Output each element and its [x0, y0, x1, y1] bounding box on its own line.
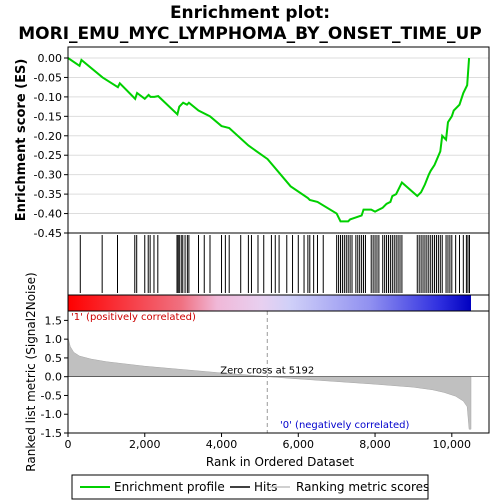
zero-cross-label: Zero cross at 5192: [220, 366, 314, 377]
metric-y-tick-label: 1.0: [45, 333, 63, 346]
es-y-tick-label: -0.25: [34, 149, 62, 162]
hits-panel: [67, 232, 490, 296]
es-y-axis-label: Enrichment score (ES): [14, 59, 29, 222]
metric-x-axis-ticks: 0 2,000 4,000 6,000 8,000 10,000: [65, 433, 472, 451]
hits-panel-frame: [67, 232, 490, 296]
es-y-tick-label: -0.40: [34, 208, 62, 221]
negative-correlation-label: '0' (negatively correlated): [280, 420, 409, 431]
metric-y-tick-label: -0.5: [41, 389, 62, 402]
ranked-metric-panel: Zero cross at 5192 '1' (positively corre…: [24, 272, 490, 472]
x-axis-label: Rank in Ordered Dataset: [206, 455, 354, 469]
metric-y-tick-label: -1.5: [41, 427, 62, 440]
enrichment-profile-line: [67, 57, 471, 223]
es-y-tick-label: 0.00: [38, 52, 63, 65]
ranked-metric-area: [67, 337, 472, 430]
x-tick-label: 0: [65, 438, 72, 451]
metric-y-tick-label: -1.0: [41, 408, 62, 421]
metric-y-tick-label: 0.0: [45, 371, 63, 384]
metric-y-axis-ticks: 1.5 1.0 0.5 0.0 -0.5 -1.0 -1.5: [41, 314, 68, 440]
es-y-tick-label: -0.45: [34, 227, 62, 240]
rank-gradient: [68, 295, 471, 311]
legend: Enrichment profile Hits Ranking metric s…: [71, 474, 429, 500]
metric-y-tick-label: 1.5: [45, 314, 63, 327]
x-tick-label: 10,000: [433, 438, 472, 451]
legend-label-hits: Hits: [254, 480, 277, 494]
es-y-tick-label: -0.10: [34, 91, 62, 104]
es-y-tick-label: -0.15: [34, 110, 62, 123]
metric-y-axis-label: Ranked list metric (Signal2Noise): [24, 272, 38, 471]
positive-correlation-label: '1' (positively correlated): [71, 312, 196, 323]
es-y-tick-label: -0.05: [34, 71, 62, 84]
es-y-axis-ticks: 0.00 -0.05 -0.10 -0.15 -0.20 -0.25 -0.30 -0.35 -…: [34, 52, 68, 240]
metric-panel-frame: [67, 310, 490, 434]
rank-color-bar: [67, 294, 490, 312]
legend-label-ranking-metric: Ranking metric scores: [296, 480, 429, 494]
es-y-tick-label: -0.30: [34, 169, 62, 182]
es-y-tick-label: -0.20: [34, 130, 62, 143]
x-tick-label: 2,000: [129, 438, 161, 451]
x-tick-label: 6,000: [283, 438, 315, 451]
enrichment-score-panel: 0.00 -0.05 -0.10 -0.15 -0.20 -0.25 -0.30 -0.35 -…: [14, 46, 490, 240]
metric-y-tick-label: 0.5: [45, 352, 63, 365]
x-tick-label: 4,000: [206, 438, 238, 451]
es-panel-frame: [67, 46, 490, 234]
es-grid: [68, 57, 489, 234]
x-tick-label: 8,000: [359, 438, 391, 451]
legend-label-enrichment-profile: Enrichment profile: [114, 480, 225, 494]
es-y-tick-label: -0.35: [34, 188, 62, 201]
title-line-2: MORI_EMU_MYC_LYMPHOMA_BY_ONSET_TIME_UP: [18, 24, 482, 44]
hits-marks: [79, 235, 470, 293]
title-line-1: Enrichment plot:: [170, 3, 330, 23]
legend-frame: [71, 474, 429, 500]
